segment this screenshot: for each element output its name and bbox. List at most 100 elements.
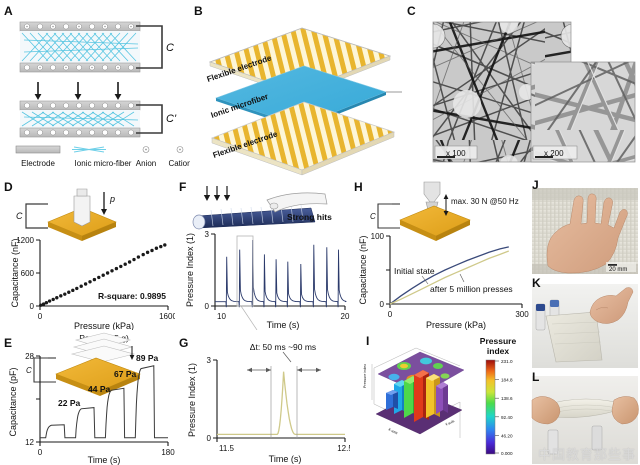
stretched-fabric xyxy=(545,311,603,363)
panel-e-inset-schematic: C xyxy=(26,332,141,396)
svg-text:X-axis: X-axis xyxy=(388,427,399,435)
panel-j: J 20 mm xyxy=(530,178,640,276)
svg-text:12.5: 12.5 xyxy=(337,444,350,453)
svg-text:28: 28 xyxy=(25,352,34,361)
panel-d: D C p 0 600 1200 xyxy=(0,178,175,330)
panel-d-chart: C p 0 600 1200 0 1600 Capacitance (nF) P… xyxy=(10,188,175,330)
svg-text:1200: 1200 xyxy=(16,236,34,245)
panel-i: I xyxy=(350,330,530,465)
panel-a-capacitance-bottom: C' xyxy=(166,113,177,125)
panel-e-axes: 12 28 0 180 Capacitance (pF) Time (s) xyxy=(8,352,175,465)
panel-h-curve-initial xyxy=(389,246,509,305)
panel-d-inset-schematic: C p xyxy=(16,188,117,241)
svg-text:Pressure index: Pressure index xyxy=(363,364,367,388)
sem-high-mag-image: x 200 xyxy=(530,61,636,163)
panel-j-label: J xyxy=(532,178,539,192)
panel-g-axes: 0 3 11.5 12.5 Pressure Index (1) Time (s… xyxy=(187,356,350,464)
svg-text:Pressure (kPa): Pressure (kPa) xyxy=(426,320,486,330)
panel-f: F Strong hits xyxy=(175,178,350,330)
svg-text:Time (s): Time (s) xyxy=(269,454,302,464)
panel-j-scale-text: 20 mm xyxy=(609,267,627,273)
hand-photo xyxy=(546,193,628,274)
device-pressed xyxy=(19,82,163,138)
panel-a: A xyxy=(0,0,190,178)
panel-e: E Paper (0.5 g) C 12 28 xyxy=(0,330,175,465)
watermark: 中国教育那些事 xyxy=(537,448,636,463)
panel-g-label: G xyxy=(179,336,189,350)
panel-e-inset-capacitance: C xyxy=(26,366,32,375)
svg-text:12: 12 xyxy=(25,438,34,447)
panel-i-cb-tick-5: 0.000 xyxy=(501,451,513,456)
panel-d-rsquare: R-square: 0.9895 xyxy=(98,291,166,301)
svg-text:Capacitance (nF): Capacitance (nF) xyxy=(10,238,20,307)
panel-i-colorbar: Pressure index 231.0 184.8 138.6 92.40 4… xyxy=(480,336,517,456)
panel-e-step-label-22: 22 Pa xyxy=(58,398,80,408)
sem-low-mag-scale: x 100 xyxy=(446,149,466,158)
panel-i-colorbar-title-1: Pressure xyxy=(480,336,517,346)
sem-high-mag-scale: x 200 xyxy=(544,149,564,158)
panel-g-delta-markers xyxy=(270,366,298,438)
panel-h-axes: 0 100 0 300 Capacitance (nF) Pressure (k… xyxy=(358,232,529,330)
clip-bottom xyxy=(547,425,603,455)
svg-text:0: 0 xyxy=(380,300,385,309)
svg-text:0: 0 xyxy=(38,312,43,321)
hand-left xyxy=(531,396,561,425)
panel-i-cb-tick-2: 138.6 xyxy=(501,396,513,401)
legend-label-electrode: Electrode xyxy=(21,159,55,168)
panel-h-inset-capacitance: C xyxy=(370,212,376,221)
svg-text:Time (s): Time (s) xyxy=(267,320,300,330)
svg-text:300: 300 xyxy=(515,310,529,319)
panel-k-photo xyxy=(532,284,638,368)
panel-b: B F xyxy=(190,0,405,178)
svg-text:0: 0 xyxy=(30,302,35,311)
panel-i-cb-tick-1: 184.8 xyxy=(501,378,513,383)
panel-i-axes-box xyxy=(371,347,461,438)
svg-text:Capacitance (pF): Capacitance (pF) xyxy=(8,367,18,436)
panel-g-annotation-leader xyxy=(282,351,292,363)
panel-f-trace xyxy=(214,239,347,308)
panel-a-legend xyxy=(15,145,184,154)
panel-d-scatter-points xyxy=(39,243,167,307)
svg-text:100: 100 xyxy=(371,232,385,241)
ionic-microfiber-swatch xyxy=(72,146,106,153)
panel-a-capacitance-top: C xyxy=(166,42,174,54)
panel-f-axes: 0 3 10 20 Pressure Index (1) Time (s) xyxy=(185,230,350,330)
panel-d-inset-pressure: p xyxy=(109,194,115,204)
panel-b-exploded-view: Flexible electrode Ionic microfiber Flex… xyxy=(206,27,402,176)
svg-text:10: 10 xyxy=(217,312,226,321)
panel-c-label: C xyxy=(407,4,416,18)
pressure-arrows xyxy=(37,82,119,96)
panel-h-inset-annotation: max. 30 N @50 Hz xyxy=(451,197,519,206)
panel-i-surface-plot: Pressure index X-axis Y-axis Pressure in… xyxy=(363,336,517,456)
svg-text:180: 180 xyxy=(161,448,175,457)
legend-label-ionic-microfiber: Ionic micro-fiber xyxy=(75,159,132,168)
svg-text:0: 0 xyxy=(205,302,210,311)
panel-f-zoom-box xyxy=(236,235,254,307)
svg-text:1600: 1600 xyxy=(159,312,175,321)
panel-i-colorbar-title-2: index xyxy=(487,346,509,356)
svg-text:Pressure Index (1): Pressure Index (1) xyxy=(185,233,195,307)
panel-g-chart: 0 3 11.5 12.5 Pressure Index (1) Time (s… xyxy=(187,342,350,464)
hand-right xyxy=(611,396,639,425)
panel-j-scalebar: 20 mm xyxy=(606,262,636,273)
svg-text:Pressure Index (1): Pressure Index (1) xyxy=(187,363,197,437)
svg-text:3: 3 xyxy=(207,356,212,365)
hand-pulling xyxy=(589,287,634,324)
panel-f-inset-schematic: Strong hits xyxy=(192,186,332,230)
panel-l-label: L xyxy=(532,370,540,384)
panel-c-sem-images: x 100 x 200 xyxy=(432,21,636,163)
svg-text:Time (s): Time (s) xyxy=(88,455,121,465)
panel-h-chart: C max. 30 N @50 Hz 0 100 0 300 Capacitan… xyxy=(358,181,529,330)
panel-a-label: A xyxy=(4,4,13,18)
panel-e-step-label-44: 44 Pa xyxy=(88,384,110,394)
panel-e-step-label-89: 89 Pa xyxy=(136,353,158,363)
panel-f-annotation: Strong hits xyxy=(287,212,332,222)
panel-j-photo: 20 mm xyxy=(532,188,638,274)
svg-text:0: 0 xyxy=(207,434,212,443)
panel-h-label-initial: Initial state xyxy=(394,266,435,276)
svg-text:11.5: 11.5 xyxy=(219,444,235,453)
panel-a-diagram: C xyxy=(15,21,190,168)
panel-e-step-label-67: 67 Pa xyxy=(114,369,136,379)
svg-text:600: 600 xyxy=(21,269,35,278)
bottom-flexible-electrode-shape xyxy=(210,101,396,176)
